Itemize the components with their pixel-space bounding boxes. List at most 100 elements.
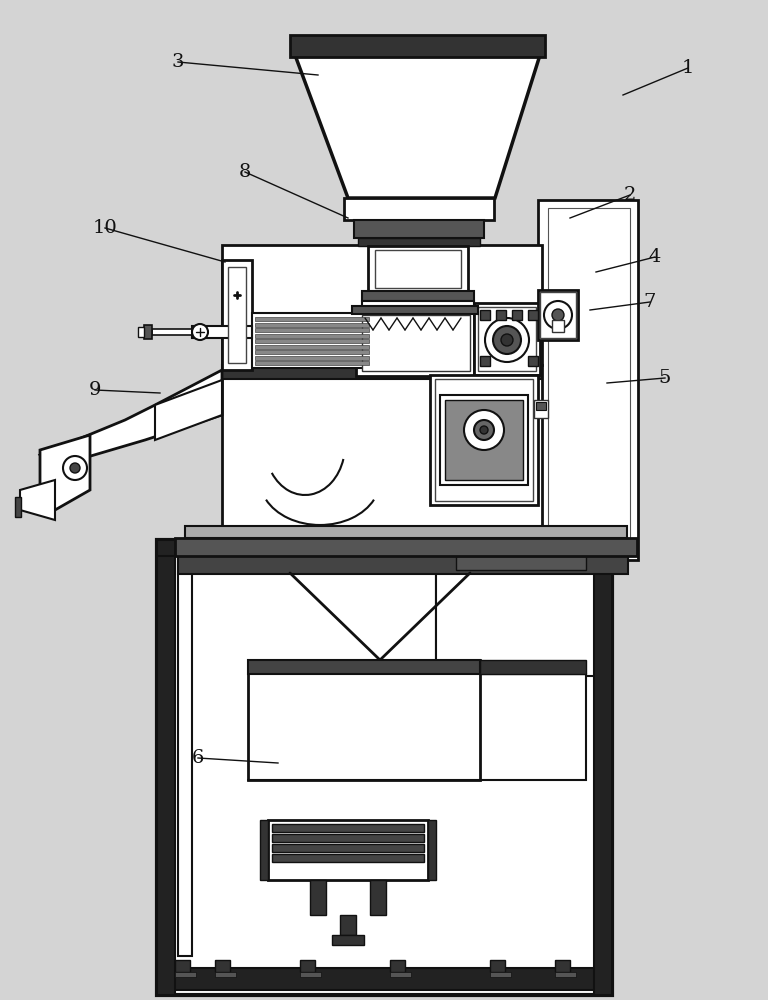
Text: 8: 8 [239,163,251,181]
Text: 10: 10 [93,219,118,237]
Bar [390,972,411,977]
Bar [430,375,538,505]
Text: 2: 2 [624,186,636,204]
Bar [300,960,315,972]
Bar [272,844,424,852]
Circle shape [501,334,513,346]
Bar [268,820,428,880]
Bar [215,972,236,977]
Bar [157,540,612,556]
Bar [445,400,523,480]
Bar [362,315,470,371]
Polygon shape [40,435,90,510]
Text: 9: 9 [89,381,101,399]
Bar [228,267,246,363]
Bar [370,880,386,915]
Bar [272,824,424,832]
Bar [362,301,474,311]
Bar [175,972,196,977]
Bar [555,960,570,972]
Bar [255,350,369,354]
Bar [252,313,372,368]
Circle shape [480,426,488,434]
Bar [538,290,578,340]
Bar [260,820,268,880]
Bar [540,292,576,338]
Bar [272,854,424,862]
Circle shape [63,456,87,480]
Bar [480,310,490,320]
Circle shape [474,420,494,440]
Bar [474,303,540,375]
Bar [248,660,480,780]
Bar [157,968,612,990]
Bar [192,326,252,338]
Bar [555,972,576,977]
Bar [152,329,192,335]
Bar [480,674,586,780]
Bar [144,325,152,339]
Circle shape [485,318,529,362]
Text: 7: 7 [644,293,656,311]
Bar [215,960,230,972]
Bar [222,245,542,365]
Bar [255,334,369,338]
Circle shape [552,309,564,321]
Bar [356,311,474,376]
Bar [490,972,511,977]
Text: 6: 6 [192,749,204,767]
Bar [310,880,326,915]
Circle shape [493,326,521,354]
Bar [352,306,478,314]
Bar [478,307,536,371]
Bar [536,402,546,410]
Bar [362,291,474,301]
Bar [528,356,538,366]
Polygon shape [295,55,540,198]
Bar [255,356,369,360]
Bar [440,395,528,485]
Bar [222,365,542,550]
Polygon shape [155,380,222,440]
Bar [534,400,548,418]
Bar [456,556,586,570]
Bar [15,497,21,517]
Bar [332,935,364,945]
Circle shape [70,463,80,473]
Bar [344,198,494,220]
Text: 1: 1 [682,59,694,77]
Bar [255,339,369,343]
Bar [594,540,612,995]
Bar [272,834,424,842]
Bar [480,660,586,674]
Bar [428,820,436,880]
Bar [255,317,369,321]
Polygon shape [20,480,55,520]
Bar [436,556,606,676]
Bar [538,200,638,560]
Bar [185,526,627,538]
Bar [255,322,369,326]
Bar [368,246,468,291]
Bar [358,238,480,246]
Bar [157,540,612,995]
Text: 5: 5 [659,369,671,387]
Bar [222,260,252,370]
Bar [255,344,369,349]
Bar [138,327,144,337]
Bar [512,310,522,320]
Circle shape [464,410,504,450]
Bar [436,556,450,676]
Text: 4: 4 [649,248,661,266]
Bar [496,310,506,320]
Circle shape [544,301,572,329]
Bar [255,328,369,332]
Bar [178,556,628,574]
Bar [375,250,461,288]
Bar [175,960,190,972]
Bar [490,960,505,972]
Circle shape [192,324,208,340]
Bar [340,915,356,935]
Bar [528,310,538,320]
Text: 3: 3 [172,53,184,71]
